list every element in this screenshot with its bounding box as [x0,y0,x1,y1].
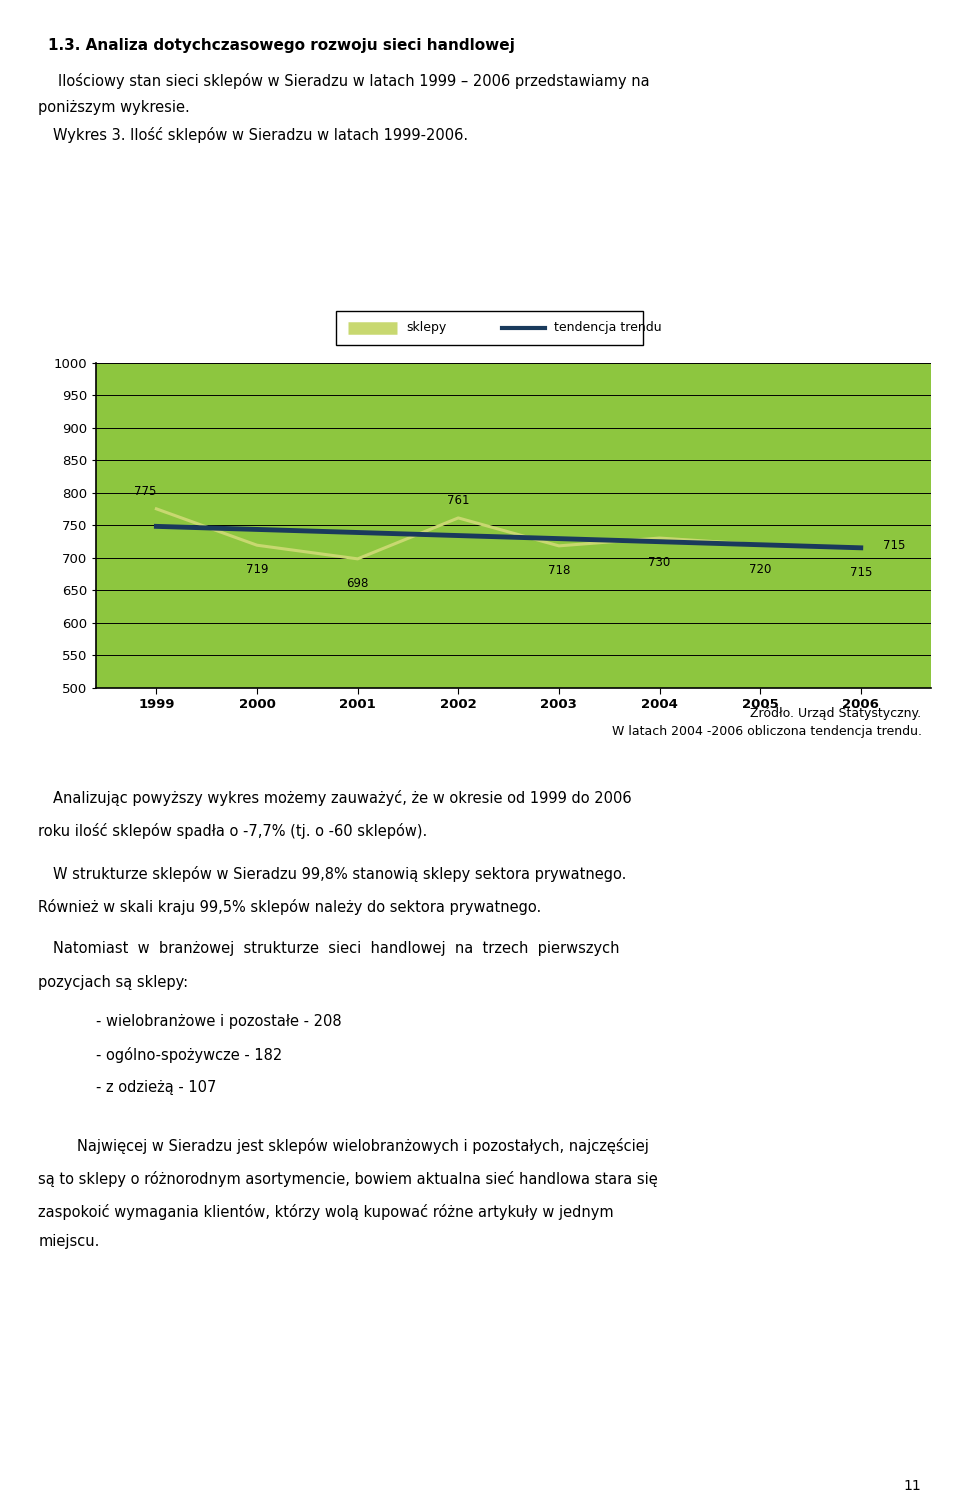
Text: 1.3. Analiza dotychczasowego rozwoju sieci handlowej: 1.3. Analiza dotychczasowego rozwoju sie… [48,38,515,53]
Text: - ogólno-spożywcze - 182: - ogólno-spożywcze - 182 [96,1047,282,1064]
Text: W strukturze sklepów w Sieradzu 99,8% stanowią sklepy sektora prywatnego.: W strukturze sklepów w Sieradzu 99,8% st… [53,866,626,882]
Text: sklepy: sklepy [407,322,447,334]
Text: zaspokoić wymagania klientów, którzy wolą kupować różne artykuły w jednym: zaspokoić wymagania klientów, którzy wol… [38,1204,614,1221]
Text: 719: 719 [246,564,268,576]
Text: poniższym wykresie.: poniższym wykresie. [38,100,190,115]
Text: 718: 718 [548,564,570,577]
Text: - z odzieżą - 107: - z odzieżą - 107 [96,1080,216,1095]
Text: 730: 730 [648,556,671,570]
Text: 720: 720 [749,562,771,576]
Text: Natomiast  w  branżowej  strukturze  sieci  handlowej  na  trzech  pierwszych: Natomiast w branżowej strukturze sieci h… [53,941,619,956]
Text: Wykres 3. Ilość sklepów w Sieradzu w latach 1999-2006.: Wykres 3. Ilość sklepów w Sieradzu w lat… [53,127,468,144]
Text: Ilościowy stan sieci sklepów w Sieradzu w latach 1999 – 2006 przedstawiamy na: Ilościowy stan sieci sklepów w Sieradzu … [58,73,649,89]
Text: są to sklepy o różnorodnym asortymencie, bowiem aktualna sieć handlowa stara się: są to sklepy o różnorodnym asortymencie,… [38,1171,659,1188]
Text: roku ilość sklepów spadła o -7,7% (tj. o -60 sklepów).: roku ilość sklepów spadła o -7,7% (tj. o… [38,823,427,840]
Text: 11: 11 [904,1479,922,1493]
Text: pozycjach są sklepy:: pozycjach są sklepy: [38,975,188,990]
Text: 715: 715 [850,565,872,579]
Text: Również w skali kraju 99,5% sklepów należy do sektora prywatnego.: Również w skali kraju 99,5% sklepów nale… [38,899,541,916]
Text: 698: 698 [347,577,369,589]
Text: Najwięcej w Sieradzu jest sklepów wielobranżowych i pozostałych, najczęściej: Najwięcej w Sieradzu jest sklepów wielob… [77,1138,649,1154]
Text: 775: 775 [134,485,156,497]
Text: 761: 761 [447,494,469,506]
Text: Analizując powyższy wykres możemy zauważyć, że w okresie od 1999 do 2006: Analizując powyższy wykres możemy zauważ… [53,790,632,807]
Text: Źródło. Urząd Statystyczny.
W latach 2004 -2006 obliczona tendencja trendu.: Źródło. Urząd Statystyczny. W latach 200… [612,706,922,739]
Text: - wielobranżowe i pozostałe - 208: - wielobranżowe i pozostałe - 208 [96,1014,342,1029]
Text: miejscu.: miejscu. [38,1234,100,1250]
Text: 715: 715 [883,538,905,552]
Text: tendencja trendu: tendencja trendu [554,322,661,334]
